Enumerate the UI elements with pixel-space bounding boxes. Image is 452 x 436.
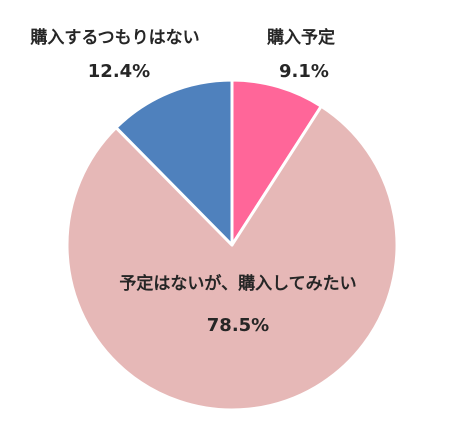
slice-label-no-intention: 購入するつもりはない bbox=[30, 27, 199, 48]
pie-slice-1 bbox=[230, 78, 323, 247]
label-want-to-buy: 予定はないが、購入してみたい 78.5% bbox=[119, 273, 356, 336]
label-no-intention: 購入するつもりはない 12.4% bbox=[30, 27, 199, 82]
slice-label-buy-planned: 購入予定 bbox=[267, 27, 335, 48]
pie-slice-3 bbox=[114, 78, 234, 247]
slice-value-buy-planned: 9.1% bbox=[279, 61, 329, 82]
pie-slice-2 bbox=[65, 104, 399, 412]
slice-label-want-to-buy: 予定はないが、購入してみたい bbox=[119, 273, 356, 294]
slice-value-want-to-buy: 78.5% bbox=[207, 315, 269, 336]
pie-slices bbox=[65, 78, 399, 412]
slice-value-no-intention: 12.4% bbox=[88, 61, 150, 82]
label-buy-planned: 購入予定 9.1% bbox=[267, 27, 335, 82]
